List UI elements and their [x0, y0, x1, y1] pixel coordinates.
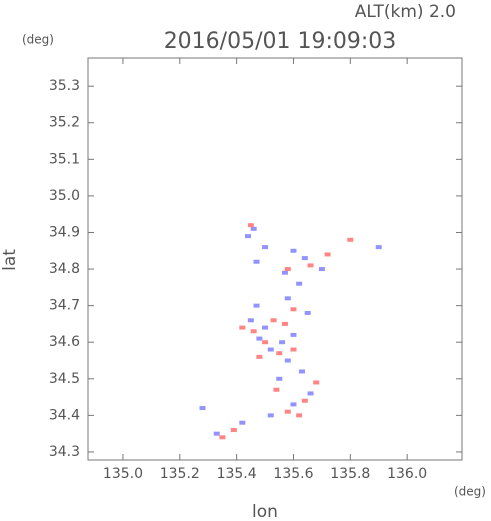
point [307, 263, 314, 268]
point [267, 347, 274, 352]
point [307, 391, 314, 396]
point [245, 234, 252, 239]
point [267, 413, 274, 418]
point [247, 223, 254, 228]
point [284, 267, 291, 272]
point [290, 307, 297, 312]
x-axis-label: lon [252, 502, 278, 521]
point [262, 245, 269, 250]
point [301, 256, 308, 261]
point [284, 358, 291, 363]
point [256, 336, 263, 341]
point [262, 325, 269, 330]
point [290, 248, 297, 253]
point [219, 435, 226, 440]
point [301, 398, 308, 403]
y-tick-label: 34.6 [49, 334, 80, 350]
point [284, 296, 291, 301]
point [313, 380, 320, 385]
point [250, 226, 257, 231]
point [273, 387, 280, 392]
point [347, 237, 354, 242]
point [270, 318, 277, 323]
y-unit: (deg) [22, 33, 54, 47]
point [262, 340, 269, 345]
point [247, 318, 254, 323]
point [239, 325, 246, 330]
point [296, 281, 303, 286]
point [290, 347, 297, 352]
point [239, 420, 246, 425]
point [318, 267, 325, 272]
y-tick-label: 34.7 [49, 298, 80, 314]
point [284, 409, 291, 414]
y-tick-label: 35.0 [49, 188, 80, 204]
y-tick-label: 35.2 [49, 115, 80, 131]
plot-frame [87, 57, 463, 461]
y-tick-label: 34.3 [49, 444, 80, 460]
point [276, 351, 283, 356]
y-tick-label: 34.4 [49, 407, 80, 423]
y-tick-label: 35.1 [49, 151, 80, 167]
point [279, 340, 286, 345]
point [250, 329, 257, 334]
point [375, 245, 382, 250]
x-tick-label: 135.8 [330, 466, 370, 482]
x-unit: (deg) [454, 485, 486, 499]
y-axis-label: lat [0, 249, 20, 271]
point [213, 431, 220, 436]
point [281, 321, 288, 326]
point [253, 303, 260, 308]
x-tick-label: 135.6 [273, 466, 313, 482]
point [199, 406, 206, 411]
y-tick-label: 34.9 [49, 224, 80, 240]
point [256, 354, 263, 359]
x-tick-label: 135.4 [217, 466, 257, 482]
y-tick-label: 34.5 [49, 371, 80, 387]
point [276, 376, 283, 381]
point [296, 413, 303, 418]
point [290, 402, 297, 407]
x-tick-label: 135.2 [160, 466, 200, 482]
point [253, 259, 260, 264]
y-tick-label: 35.3 [49, 78, 80, 94]
point [281, 270, 288, 275]
y-tick-label: 34.8 [49, 261, 80, 277]
x-tick-label: 136.0 [387, 466, 427, 482]
point [298, 369, 305, 374]
point [304, 310, 311, 315]
x-tick-label: 135.0 [103, 466, 143, 482]
point [290, 332, 297, 337]
point [324, 252, 331, 257]
point [230, 428, 237, 433]
chart-title: 2016/05/01 19:09:03 [164, 29, 397, 54]
altitude-label: ALT(km) 2.0 [355, 2, 456, 22]
